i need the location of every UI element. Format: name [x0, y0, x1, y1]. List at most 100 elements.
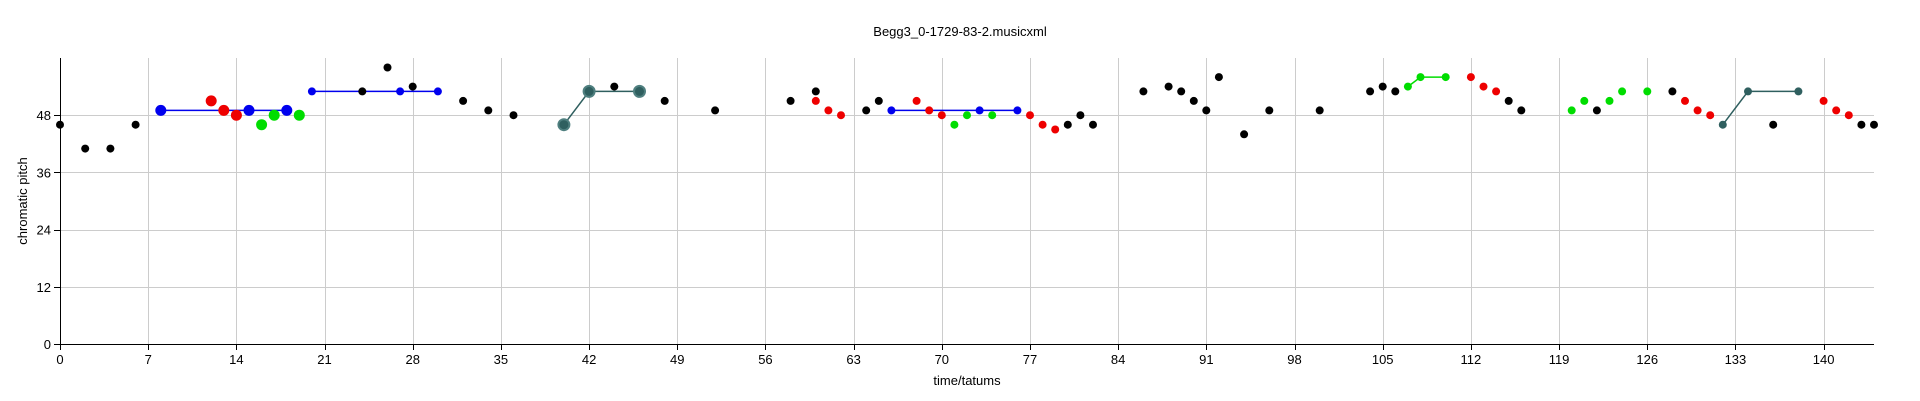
x-tick-label: 98 — [1287, 352, 1301, 367]
y-tick-label: 36 — [37, 165, 51, 180]
note-point — [1517, 106, 1526, 115]
note-point — [1076, 111, 1085, 120]
note-point — [1202, 106, 1211, 115]
note-point — [950, 120, 959, 129]
note-point — [230, 109, 242, 121]
note-point — [1038, 120, 1047, 129]
note-point — [1504, 96, 1513, 105]
note-point — [131, 120, 140, 129]
note-point — [1366, 87, 1375, 96]
note-point — [1416, 73, 1425, 82]
y-tick-label: 0 — [44, 337, 51, 352]
note-point — [1139, 87, 1148, 96]
note-point — [1177, 87, 1186, 96]
x-tick-label: 91 — [1199, 352, 1213, 367]
note-point — [1026, 111, 1034, 120]
note-point — [963, 111, 971, 120]
note-point — [408, 82, 417, 91]
pattern-line — [563, 90, 640, 126]
x-tick-label: 42 — [582, 352, 596, 367]
note-point — [912, 96, 921, 105]
note-point — [1265, 106, 1274, 115]
note-point — [1832, 106, 1841, 115]
note-point — [1794, 87, 1803, 96]
note-point — [1643, 87, 1652, 96]
note-point — [862, 106, 871, 115]
note-point — [243, 104, 255, 116]
note-point — [824, 106, 833, 115]
note-point — [1315, 106, 1324, 115]
note-point — [106, 144, 115, 153]
note-point — [1693, 106, 1702, 115]
note-point — [1063, 120, 1072, 129]
segment-layer — [160, 76, 1799, 126]
note-point — [1870, 120, 1878, 129]
y-tick-label: 48 — [37, 108, 51, 123]
note-point — [1769, 120, 1778, 129]
x-tick-label: 56 — [758, 352, 772, 367]
note-point — [293, 109, 305, 121]
note-point — [1857, 120, 1866, 129]
note-point — [256, 119, 268, 131]
tick-layer: 0 7 14 21 28 35 42 49 56 63 70 77 84 91 98 105 112 119 126… — [37, 108, 1835, 367]
x-tick-label: 105 — [1372, 352, 1394, 367]
note-point — [1706, 111, 1715, 120]
x-tick-label: 140 — [1813, 352, 1835, 367]
x-tick-label: 14 — [229, 352, 243, 367]
note-point — [268, 109, 280, 121]
note-point — [786, 96, 795, 105]
note-point — [1089, 120, 1097, 129]
note-point — [484, 106, 493, 115]
x-tick-label: 21 — [317, 352, 331, 367]
note-point — [1240, 130, 1249, 139]
note-point — [582, 84, 596, 98]
x-axis-label: time/tatums — [933, 373, 1001, 388]
note-point — [988, 111, 997, 120]
note-point — [660, 96, 669, 105]
note-point — [711, 106, 720, 115]
y-axis-label: chromatic pitch — [15, 157, 30, 244]
axis-layer — [60, 58, 1874, 345]
chart-title: Begg3_0-1729-83-2.musicxml — [873, 24, 1047, 39]
note-point — [1391, 87, 1400, 96]
note-point — [1580, 96, 1589, 105]
note-point — [1189, 96, 1198, 105]
note-point — [281, 104, 293, 116]
note-point — [1618, 87, 1627, 96]
note-point — [837, 111, 845, 120]
note-point — [1051, 125, 1060, 134]
note-point — [383, 63, 392, 72]
note-point — [811, 87, 820, 96]
x-tick-label: 35 — [494, 352, 508, 367]
x-tick-label: 0 — [56, 352, 63, 367]
note-point — [1681, 96, 1689, 105]
note-point — [925, 106, 934, 115]
note-point — [1668, 87, 1677, 96]
note-point — [1718, 120, 1727, 129]
note-point — [1441, 73, 1450, 82]
x-tick-label: 7 — [145, 352, 152, 367]
x-tick-label: 126 — [1636, 352, 1658, 367]
x-tick-label: 70 — [935, 352, 949, 367]
note-point — [811, 96, 820, 105]
note-point — [1844, 111, 1853, 120]
note-point — [557, 118, 571, 132]
note-point — [1744, 87, 1752, 96]
note-point — [937, 111, 946, 120]
note-point — [1466, 73, 1475, 82]
note-point — [610, 82, 619, 91]
note-point — [874, 96, 883, 105]
x-tick-label: 84 — [1111, 352, 1125, 367]
note-point — [975, 106, 984, 115]
note-point — [1492, 87, 1501, 96]
note-point — [205, 95, 217, 107]
grid-layer — [60, 58, 1874, 344]
note-point — [396, 87, 405, 96]
x-tick-label: 112 — [1461, 352, 1482, 367]
x-tick-label: 49 — [670, 352, 684, 367]
note-point — [1819, 96, 1828, 105]
x-tick-label: 77 — [1023, 352, 1037, 367]
note-point — [1592, 106, 1601, 115]
note-point — [1214, 73, 1223, 82]
